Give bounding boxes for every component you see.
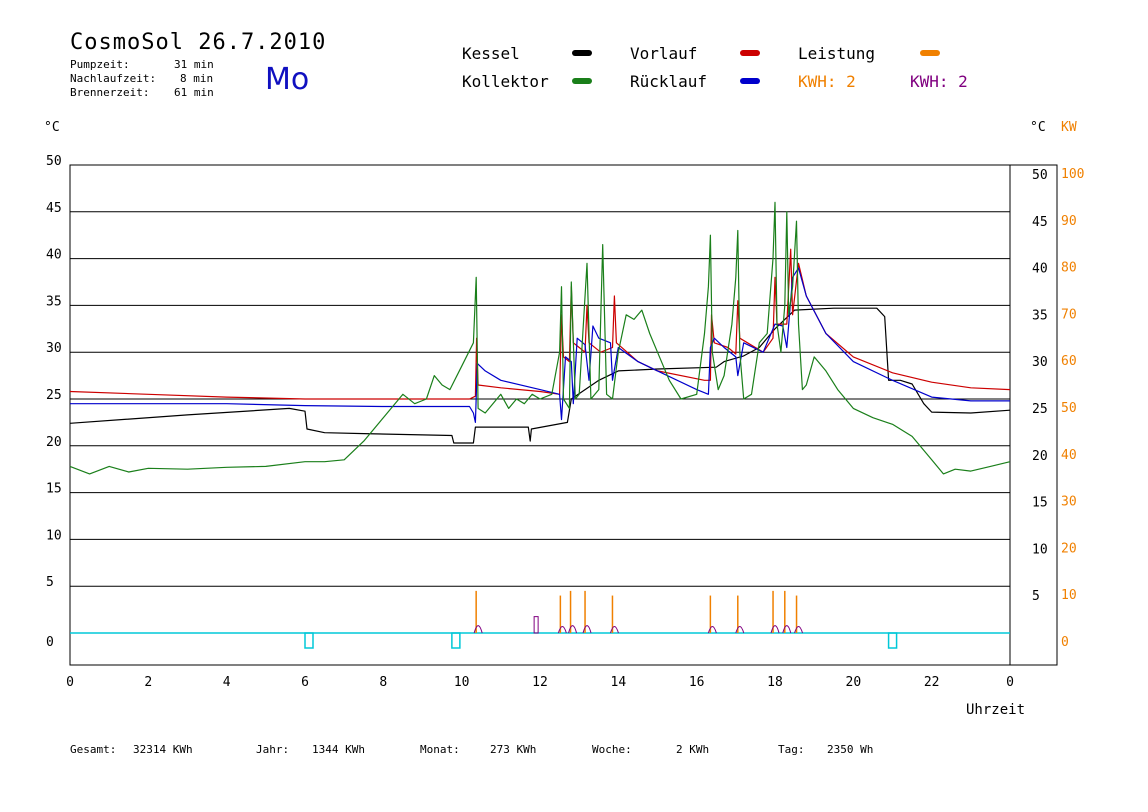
x-tick-label: 6 [301,675,309,690]
x-tick-label: 14 [611,675,627,690]
y-right-tick-label: 10 [1032,542,1048,557]
legend-leistung-swatch [920,50,940,56]
pump-pulse [451,632,461,649]
footer-tag-value: 2350 Wh [827,743,874,756]
series-vorlauf [69,248,1011,400]
x-tick-label: 20 [846,675,862,690]
power-bump [473,625,483,634]
y-kw-tick-label: 30 [1061,495,1077,510]
x-tick-label: 18 [767,675,783,690]
power-bump [770,625,780,634]
y-kw-tick-label: 70 [1061,307,1077,322]
pumpzeit-value: 31 min [174,58,214,71]
footer-gesamt-value: 32314 KWh [133,743,193,756]
y-left-tick-label: 5 [46,575,54,590]
footer-tag-label: Tag: [778,743,805,756]
y-right-tick-label: 15 [1032,496,1048,511]
y-kw-tick-label: 80 [1061,261,1077,276]
x-tick-label: 0 [66,675,74,690]
kwh-orange-label: KWH: 2 [798,72,856,91]
y-right-tick-label: 45 [1032,215,1048,230]
pump-pulse [304,632,314,649]
y-left-tick-label: 20 [46,435,62,450]
x-tick-label: 22 [924,675,940,690]
x-axis-label: Uhrzeit [966,702,1026,718]
y-left-tick-label: 15 [46,482,62,497]
pumpzeit-label: Pumpzeit: [70,58,130,71]
legend-kessel-label: Kessel [462,44,520,63]
x-tick-label: 4 [223,675,231,690]
series-kessel [69,307,1011,444]
left-unit-label: °C [44,120,60,135]
y-left-tick-label: 0 [46,635,54,650]
y-left-tick-label: 50 [46,154,62,169]
nachlaufzeit-value: 8 min [180,72,214,85]
y-kw-tick-label: 40 [1061,448,1077,463]
power-bump [782,625,792,634]
legend-vorlauf-swatch [740,50,760,56]
y-kw-tick-label: 0 [1061,635,1069,650]
y-left-tick-label: 30 [46,341,62,356]
brennerzeit-label: Brennerzeit: [70,86,150,99]
power-marker [533,616,539,634]
kwh-purple-label: KWH: 2 [910,72,968,91]
y-kw-tick-label: 50 [1061,401,1077,416]
power-bump [557,625,567,634]
y-kw-tick-label: 10 [1061,588,1077,603]
power-bump [707,625,717,634]
x-tick-label: 12 [532,675,548,690]
footer-jahr-label: Jahr: [256,743,290,756]
y-kw-tick-label: 60 [1061,354,1077,369]
y-right-tick-label: 25 [1032,402,1048,417]
y-left-tick-label: 35 [46,294,62,309]
y-kw-tick-label: 20 [1061,541,1077,556]
legend-ruecklauf-label: Rücklauf [630,72,708,91]
y-left-tick-label: 45 [46,201,62,216]
y-right-tick-label: 40 [1032,262,1048,277]
y-right-tick-label: 35 [1032,308,1048,323]
right-unit-celsius: °C [1030,120,1046,135]
x-tick-label: 0 [1006,675,1014,690]
footer-gesamt-label: Gesamt: [70,743,117,756]
y-left-tick-label: 25 [46,388,62,403]
y-right-tick-label: 5 [1032,589,1040,604]
footer-monat-label: Monat: [420,743,460,756]
chart-title: CosmoSol 26.7.2010 [70,30,327,55]
legend-kollektor-swatch [572,78,592,84]
power-bump [568,625,578,634]
footer-jahr-value: 1344 KWh [312,743,365,756]
y-kw-tick-label: 100 [1061,167,1084,182]
footer-woche-label: Woche: [592,743,632,756]
nachlaufzeit-label: Nachlaufzeit: [70,72,157,85]
plot-frame [69,164,1058,666]
power-bump [609,625,619,634]
y-right-tick-label: 20 [1032,449,1048,464]
pump-pulse [887,632,898,649]
legend-ruecklauf-swatch [740,78,760,84]
legend-leistung-label: Leistung [798,44,876,63]
y-left-tick-label: 40 [46,248,62,263]
y-right-tick-label: 30 [1032,355,1048,370]
y-kw-tick-label: 90 [1061,214,1077,229]
y-right-tick-label: 50 [1032,168,1048,183]
series-kollektor [69,201,1011,475]
footer-woche-value: 2 KWh [676,743,710,756]
power-bump [582,625,592,634]
footer-monat-value: 273 KWh [490,743,537,756]
weekday-label: Mo [265,62,310,97]
legend-kollektor-label: Kollektor [462,72,549,91]
power-bump [735,625,745,634]
x-tick-label: 8 [379,675,387,690]
legend-kessel-swatch [572,50,592,56]
x-tick-label: 16 [689,675,705,690]
y-left-tick-label: 10 [46,528,62,543]
brennerzeit-value: 61 min [174,86,214,99]
series-ruecklauf [70,267,1010,423]
x-tick-label: 2 [144,675,152,690]
power-bump [794,625,804,634]
legend-vorlauf-label: Vorlauf [630,44,698,63]
x-tick-label: 10 [454,675,470,690]
right-unit-kw: KW [1061,120,1077,135]
